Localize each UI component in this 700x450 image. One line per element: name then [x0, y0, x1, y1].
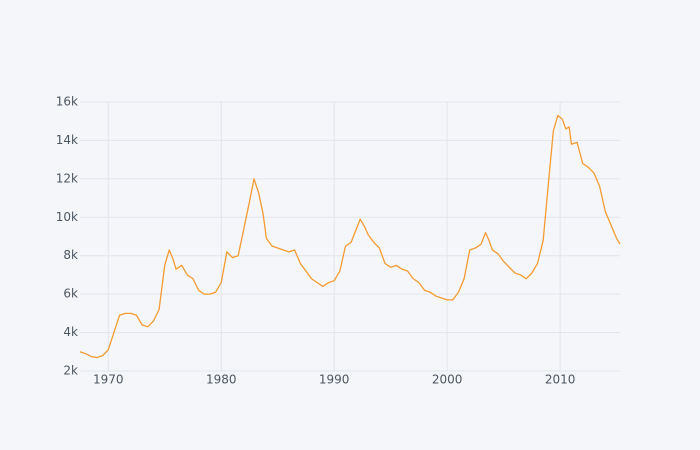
x-tick-label: 1980 [206, 373, 237, 387]
y-tick-label: 8k [63, 248, 78, 262]
y-tick-label: 2k [63, 364, 78, 378]
y-tick-label: 16k [56, 95, 78, 109]
data-line [79, 114, 621, 359]
x-tick-label: 1970 [93, 373, 124, 387]
x-tick-label: 2000 [432, 373, 463, 387]
y-tick-label: 14k [56, 133, 78, 147]
x-tick-label: 1990 [319, 373, 350, 387]
y-tick-label: 12k [56, 171, 78, 185]
y-tick-label: 6k [63, 287, 78, 301]
y-tick-label: 4k [63, 325, 78, 339]
x-tick-label: 2010 [545, 373, 576, 387]
y-tick-label: 10k [56, 210, 78, 224]
